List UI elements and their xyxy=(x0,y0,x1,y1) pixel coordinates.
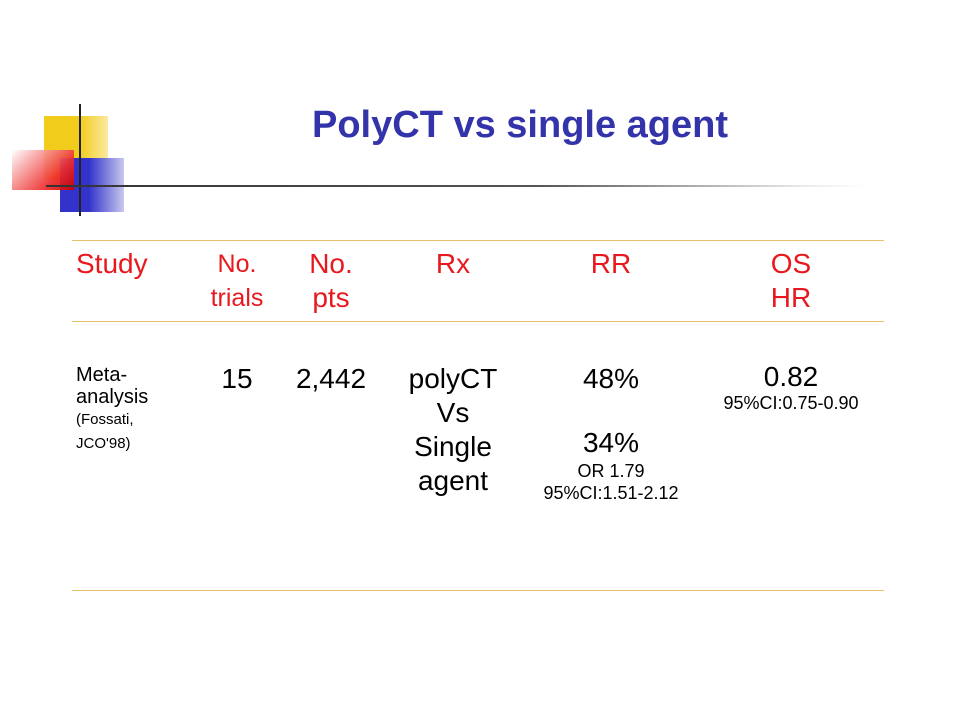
header-no-trials-line2: trials xyxy=(210,284,264,312)
header-os-line2: HR xyxy=(770,282,812,313)
rx-line2: Vs xyxy=(436,397,470,428)
header-no-trials: No. trials xyxy=(194,240,280,322)
cell-no-trials: 15 xyxy=(194,321,280,591)
rx-line3: Single xyxy=(414,431,492,462)
study-name-line1: Meta- xyxy=(76,364,128,386)
header-study-label: Study xyxy=(76,248,148,279)
decorative-vertical-line xyxy=(79,104,81,216)
decorative-red-square xyxy=(12,150,74,190)
study-name-line2: analysis xyxy=(76,386,149,408)
header-os-hr: OS HR xyxy=(698,240,884,322)
slide-title: PolyCT vs single agent xyxy=(312,104,728,146)
header-study: Study xyxy=(72,240,194,322)
cell-study: Meta- analysis (Fossati, JCO'98) xyxy=(72,321,194,591)
os-confidence-interval: 95%CI:0.75-0.90 xyxy=(723,393,859,413)
header-rx: Rx xyxy=(382,240,524,322)
rx-line1: polyCT xyxy=(408,363,498,394)
rr-confidence-interval: 95%CI:1.51-2.12 xyxy=(543,483,679,503)
cell-rx: polyCT Vs Single agent xyxy=(382,321,524,591)
rr-polyct-value: 48% xyxy=(582,363,640,394)
table-header-row: Study No. trials No. pts Rx RR OS HR xyxy=(72,240,884,322)
no-pts-value: 2,442 xyxy=(295,363,367,394)
study-reference-line1: (Fossati, xyxy=(76,411,134,428)
cell-no-pts: 2,442 xyxy=(280,321,382,591)
cell-os-hr: 0.82 95%CI:0.75-0.90 xyxy=(698,321,884,591)
header-no-pts-line1: No. xyxy=(309,248,353,279)
header-no-pts-line2: pts xyxy=(312,282,350,313)
header-rr: RR xyxy=(524,240,698,322)
header-no-trials-line1: No. xyxy=(217,250,257,278)
header-os-line1: OS xyxy=(770,248,812,279)
results-table: Study No. trials No. pts Rx RR OS HR Met… xyxy=(72,240,884,591)
header-rx-label: Rx xyxy=(435,248,471,279)
rr-spacer xyxy=(528,396,694,426)
header-rr-label: RR xyxy=(590,248,632,279)
cell-rr: 48% 34% OR 1.79 95%CI:1.51-2.12 xyxy=(524,321,698,591)
rr-odds-ratio: OR 1.79 xyxy=(577,461,645,481)
rx-line4: agent xyxy=(417,465,489,496)
table-row: Meta- analysis (Fossati, JCO'98) 15 2,44… xyxy=(72,321,884,591)
header-no-pts: No. pts xyxy=(280,240,382,322)
no-trials-value: 15 xyxy=(221,363,253,394)
rr-single-value: 34% xyxy=(582,427,640,458)
os-hr-value: 0.82 xyxy=(763,361,819,392)
study-reference-line2: JCO'98) xyxy=(76,435,131,452)
title-underline-rule xyxy=(46,185,866,187)
